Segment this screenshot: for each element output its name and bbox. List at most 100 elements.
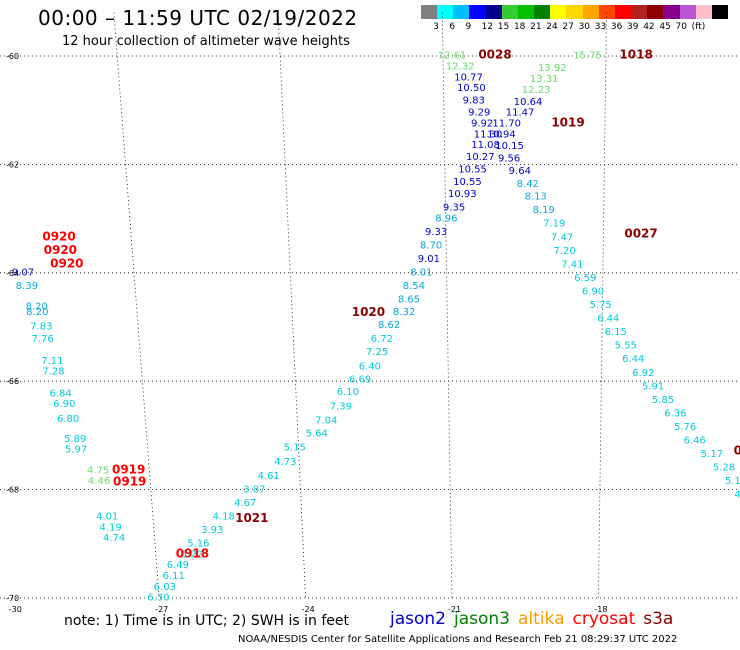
colorbar-swatch (469, 5, 486, 19)
swh-value: 11.08 (471, 140, 500, 151)
x-tick-label: -18 (594, 605, 607, 614)
swh-value: 5.14 (725, 476, 740, 487)
swh-value: 8.39 (16, 281, 38, 292)
colorbar-tick-label: 21 (530, 22, 542, 32)
y-tick-label: -68 (6, 486, 19, 495)
swh-value: 9.64 (509, 166, 531, 177)
wave-height-colorbar (421, 5, 728, 19)
swh-value: 6.03 (154, 582, 176, 593)
swh-value: 7.19 (543, 219, 565, 230)
pass-time-labels: 0028101810190027102010210020920092009200… (42, 48, 740, 561)
swh-value: 6.80 (57, 414, 79, 425)
swh-value: 4.61 (257, 471, 279, 482)
swh-value: 8.19 (533, 205, 555, 216)
swh-value: 5.64 (306, 428, 328, 439)
chart-subtitle: 12 hour collection of altimeter wave hei… (62, 34, 350, 49)
swh-value: 7.04 (315, 415, 337, 426)
x-tick-label: -24 (302, 605, 315, 614)
swh-value: 8.32 (393, 307, 415, 318)
colorbar-tick-label: 6 (449, 22, 456, 32)
swh-value: 7.39 (330, 401, 352, 412)
swh-value: 6.90 (53, 399, 75, 410)
colorbar-swatch (421, 5, 438, 19)
swh-value: 4.46 (88, 476, 110, 487)
swh-value: 5.16 (187, 539, 209, 550)
pass-time-label: 0919 (112, 462, 145, 476)
swh-value: 6.90 (582, 286, 604, 297)
swh-value: 4.75 (87, 465, 109, 476)
swh-value: 10.55 (458, 165, 487, 176)
swh-value: 8.20 (26, 307, 48, 318)
colorbar-tick-label: 9 (465, 22, 472, 32)
swh-value: 8.01 (410, 268, 432, 279)
colorbar-swatch (517, 5, 535, 19)
swh-value: 12.61 (438, 51, 467, 62)
colorbar-swatch (663, 5, 680, 19)
swh-value: 7.47 (551, 232, 573, 243)
swh-value: 10.50 (457, 83, 486, 94)
swh-value: 7.76 (31, 334, 53, 345)
map-axis-labels: -60-62-64-66-68-70-30-27-24-21-18-15 (6, 52, 607, 614)
meridian-gridline (441, 12, 453, 599)
swh-value: 9.07 (12, 268, 34, 279)
swh-value: 10.15 (495, 141, 524, 152)
swh-value: 9.01 (418, 254, 440, 265)
swh-value: 4.74 (103, 533, 125, 544)
swh-value: 8.54 (403, 281, 425, 292)
swh-value: 6.72 (371, 334, 393, 345)
swh-value: 6.36 (664, 408, 686, 419)
satellite-legend-s3a: s3a (643, 609, 674, 629)
pass-time-label: 1018 (619, 48, 652, 62)
colorbar-tick-label: 3 (433, 22, 439, 32)
swh-value: 9.83 (463, 96, 485, 107)
swh-value: 9.35 (443, 202, 465, 213)
meridian-gridline (277, 12, 306, 599)
swh-value: 7.83 (30, 322, 52, 333)
swh-value: 5.15 (284, 443, 306, 454)
colorbar-tick-label: 24 (546, 22, 558, 32)
swh-value: 6.59 (574, 273, 596, 284)
pass-time-label: 1021 (235, 511, 268, 525)
swh-value: 11.70 (492, 118, 521, 129)
swh-value: 4.67 (234, 498, 256, 509)
swh-value: 6.15 (605, 327, 627, 338)
swh-value: 4.01 (96, 511, 118, 522)
swh-value: 7.20 (553, 246, 575, 257)
colorbar-swatch (437, 5, 454, 19)
swh-value: 5.28 (713, 463, 735, 474)
swh-value: 9.33 (425, 227, 447, 238)
swh-value: 6.44 (622, 354, 644, 365)
y-tick-label: -66 (6, 377, 19, 386)
swh-value: 3.87 (243, 484, 265, 495)
swh-value: 10.27 (466, 152, 495, 163)
swh-value: 4.19 (100, 522, 122, 533)
pass-time-label: 0918 (176, 546, 209, 560)
swh-value: 5.55 (615, 341, 637, 352)
swh-value: 5.22 (181, 549, 203, 560)
meridian-gridline (113, 12, 160, 599)
colorbar-tick-label: (ft) (691, 22, 706, 32)
swh-value: 7.41 (561, 259, 583, 270)
colorbar-tick-label: 70 (675, 22, 687, 32)
colorbar-tick-label: 36 (610, 22, 623, 32)
satellite-legend-altika: altika (518, 609, 565, 629)
swh-value: 9.92 (471, 118, 493, 129)
colorbar-swatch (711, 5, 728, 19)
colorbar-tick-label: 18 (513, 22, 526, 32)
swh-value: 8.70 (420, 240, 442, 251)
swh-value: 7.11 (41, 356, 63, 367)
colorbar-swatch (598, 5, 615, 19)
swh-value: 9.29 (468, 108, 490, 119)
y-tick-label: -60 (6, 52, 19, 61)
meridian-gridline (598, 12, 607, 599)
swh-value: 8.65 (398, 295, 420, 306)
swh-value: 6.49 (167, 560, 189, 571)
pass-time-label: 0920 (50, 256, 83, 270)
colorbar-swatch (453, 5, 470, 19)
colorbar-swatch (679, 5, 696, 19)
colorbar-tick-label: 39 (627, 22, 639, 32)
x-tick-label: -21 (448, 605, 461, 614)
swh-value: 10.93 (448, 189, 477, 200)
